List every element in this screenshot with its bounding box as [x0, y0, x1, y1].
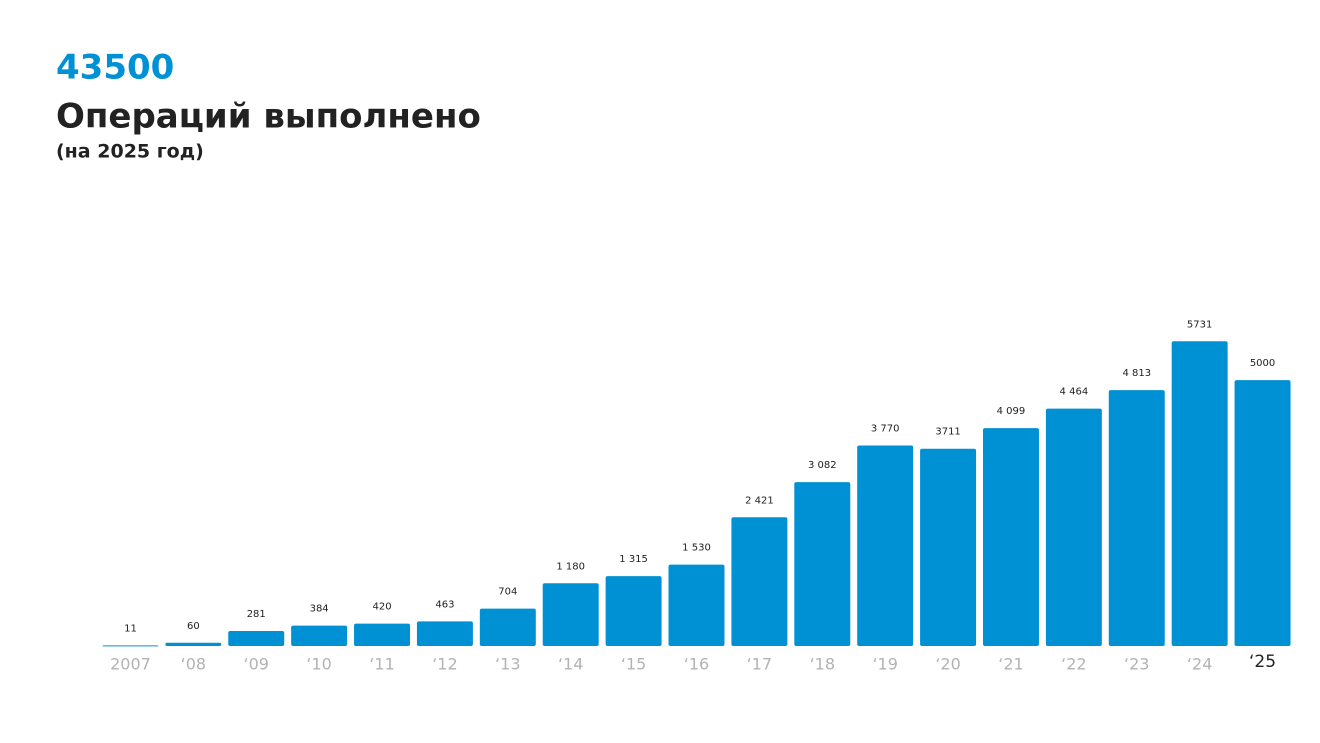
x-tick-label: ‘24: [1187, 655, 1212, 674]
x-tick-label: ‘12: [432, 655, 457, 674]
value-label: 1 530: [682, 543, 711, 554]
value-label: 463: [435, 599, 454, 610]
value-label: 5000: [1250, 358, 1275, 369]
x-tick-label: ‘09: [244, 655, 269, 674]
value-label: 11: [124, 623, 137, 634]
value-label: 4 099: [997, 406, 1026, 417]
bar: [542, 583, 599, 646]
bar: [982, 428, 1039, 646]
bar: [102, 645, 159, 647]
value-label: 4 813: [1122, 368, 1151, 379]
bar: [291, 625, 348, 646]
bar: [1234, 380, 1291, 646]
value-label: 281: [247, 609, 266, 620]
bar: [416, 621, 473, 646]
bar: [731, 517, 788, 646]
x-tick-label: ‘11: [369, 655, 394, 674]
value-label: 60: [187, 621, 200, 632]
value-label: 1 315: [619, 554, 648, 565]
value-label: 4 464: [1060, 387, 1089, 398]
x-tick-label: ‘18: [810, 655, 835, 674]
x-tick-label: ‘19: [872, 655, 897, 674]
x-tick-label: ‘08: [181, 655, 206, 674]
bar: [605, 576, 662, 646]
value-label: 420: [372, 602, 391, 613]
headline: 43500: [56, 48, 174, 88]
bar: [1045, 408, 1102, 646]
chart-title: Операций выполнено: [56, 97, 481, 137]
x-tick-label: ‘23: [1124, 655, 1149, 674]
bar: [354, 623, 411, 646]
x-tick-label: ‘20: [935, 655, 960, 674]
bar: [165, 642, 222, 646]
value-label: 384: [310, 604, 329, 615]
x-tick-label: ‘10: [306, 655, 331, 674]
x-tick-label: ‘17: [747, 655, 772, 674]
bar: [1171, 341, 1228, 646]
value-label: 5731: [1187, 319, 1212, 330]
x-tick-label: ‘14: [558, 655, 583, 674]
x-tick-label: ‘13: [495, 655, 520, 674]
bar: [1108, 390, 1165, 646]
x-tick-label: ‘25: [1249, 652, 1276, 672]
bar: [920, 448, 977, 646]
x-tick-label: ‘16: [684, 655, 709, 674]
x-tick-label: ‘15: [621, 655, 646, 674]
chart-subtitle: (на 2025 год): [56, 141, 204, 163]
bar: [479, 608, 536, 646]
x-tick-label: 2007: [110, 655, 151, 674]
bar: [668, 564, 725, 646]
value-label: 3711: [935, 427, 960, 438]
value-label: 3 770: [871, 424, 900, 435]
x-tick-label: ‘21: [998, 655, 1023, 674]
value-label: 1 180: [556, 561, 585, 572]
value-label: 704: [498, 587, 517, 598]
bar: [857, 445, 914, 646]
value-label: 3 082: [808, 460, 837, 471]
value-label: 2 421: [745, 495, 774, 506]
bar: [794, 482, 851, 646]
x-tick-label: ‘22: [1061, 655, 1086, 674]
bar: [228, 631, 285, 646]
